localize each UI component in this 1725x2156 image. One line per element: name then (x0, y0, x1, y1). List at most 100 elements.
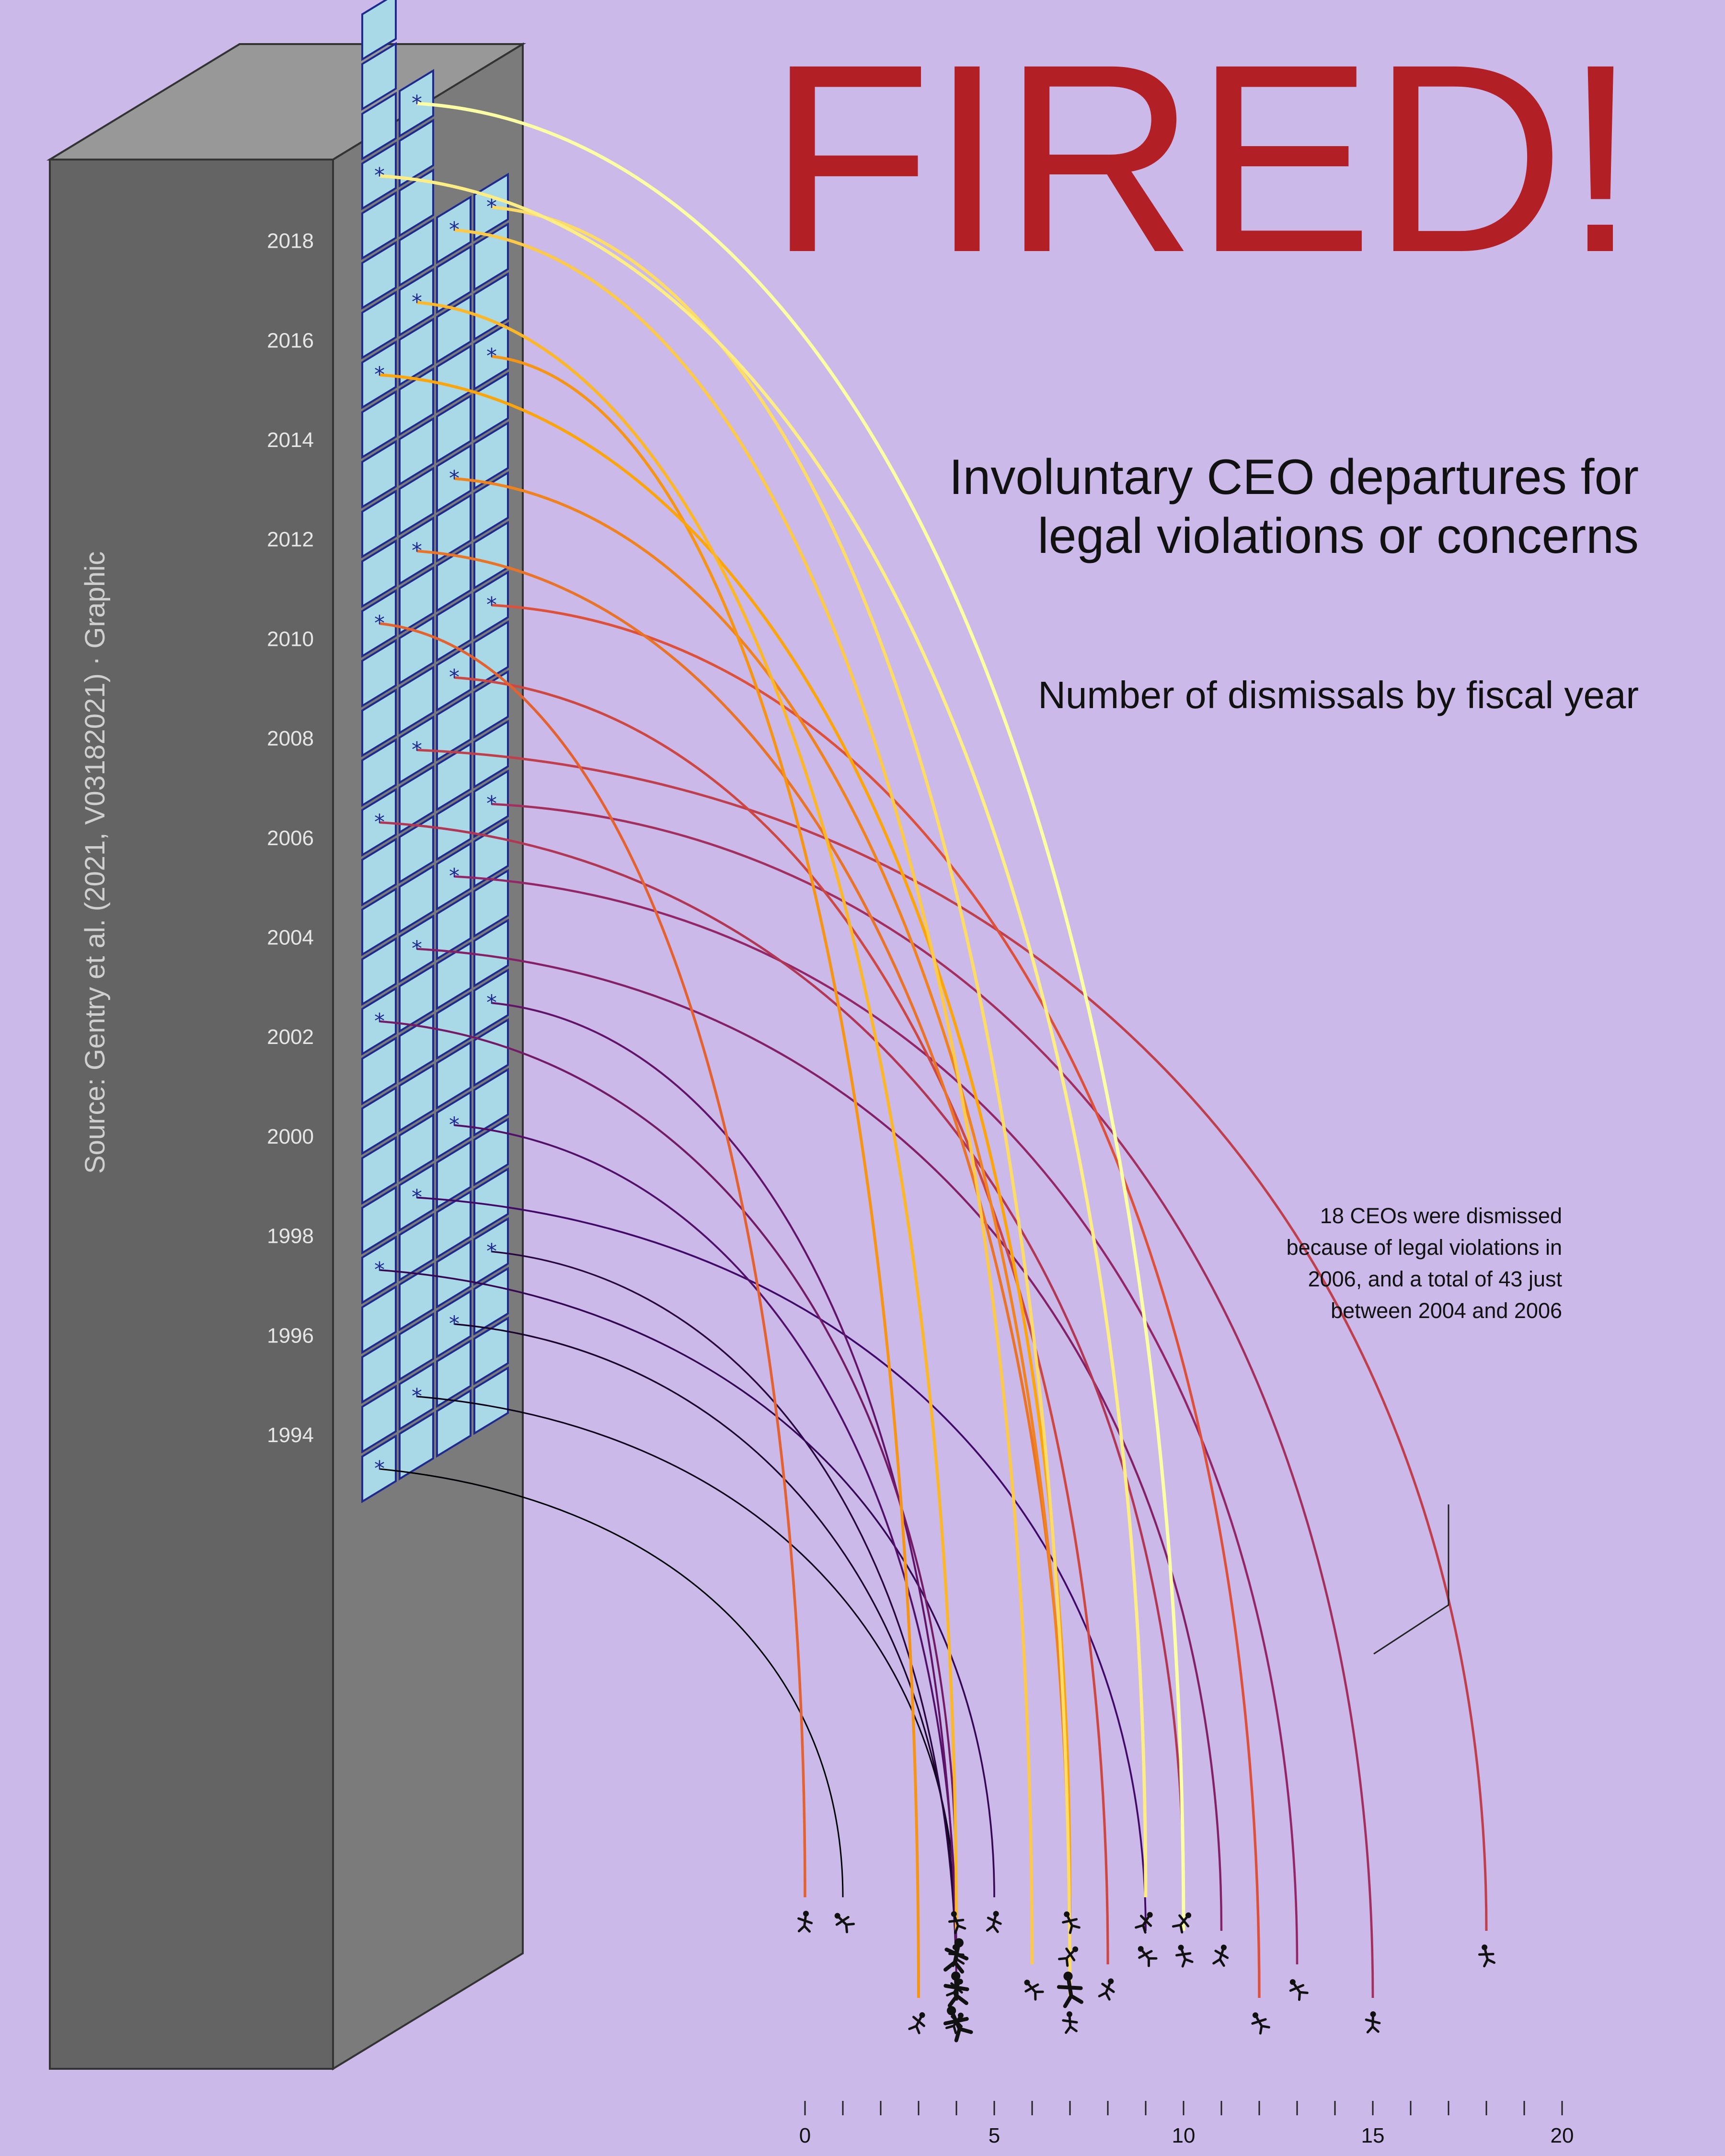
building-window (399, 665, 434, 735)
building-year-tick: 2002 (267, 1025, 314, 1049)
building-window (473, 321, 509, 391)
arc-1999 (454, 1124, 957, 1965)
falling-ceo-icon (943, 1971, 969, 2007)
building-window (436, 941, 472, 1010)
building-window (361, 141, 397, 210)
arc-2002 (416, 948, 1223, 1931)
building-window (361, 1136, 397, 1205)
building-window (473, 222, 509, 291)
ceo-body (1058, 1947, 1076, 1967)
building-year-tick: 2010 (267, 627, 314, 651)
window-marker: * (486, 1239, 497, 1263)
ceo-body (1135, 1915, 1152, 1934)
building-window (399, 765, 434, 834)
window-marker: * (449, 665, 460, 689)
building-window (436, 892, 472, 961)
building-window (473, 1167, 509, 1237)
window-marker: * (449, 218, 460, 242)
building-window (399, 814, 434, 884)
x-tick-label: 20 (1551, 2124, 1574, 2147)
building-window (399, 417, 434, 486)
building-window (361, 639, 397, 708)
window-marker: * (486, 344, 497, 368)
building-window (399, 218, 434, 287)
ceo-body (1024, 1983, 1044, 2001)
window-marker: * (374, 1009, 385, 1033)
window-marker: * (486, 791, 497, 816)
ceo-body (945, 2015, 963, 2034)
building-window (361, 340, 397, 409)
arc-1996 (491, 1250, 957, 1998)
building-window (361, 1185, 397, 1255)
falling-ceo-icon (943, 1938, 969, 1974)
building-window (361, 439, 397, 509)
building-window (399, 118, 434, 188)
ceo-body (1098, 1983, 1115, 2001)
window-marker: * (486, 990, 497, 1015)
falling-ceo-icon (1251, 2012, 1270, 2035)
ceo-head (954, 1938, 964, 1948)
building-window (361, 589, 397, 658)
window-marker: * (449, 864, 460, 888)
building-year-tick: 2012 (267, 528, 314, 551)
arc-2017 (379, 174, 1148, 1898)
ceo-body (943, 1979, 969, 2007)
building-window (436, 1239, 472, 1309)
ceo-body (1057, 1979, 1083, 2008)
arc-2005 (379, 821, 1185, 1898)
window-marker: * (412, 937, 422, 961)
chart-subtitle-line-1: Involuntary CEO departures for (949, 449, 1639, 505)
building-window (399, 1411, 434, 1481)
building-window (399, 367, 434, 436)
building-window (436, 195, 472, 264)
falling-ceo-icon (1057, 1972, 1083, 2008)
window-marker: * (449, 1112, 460, 1137)
building-front (49, 159, 334, 2070)
building-year-tick: 2016 (267, 329, 314, 352)
arc-2003 (454, 875, 1299, 1965)
building-window (473, 371, 509, 441)
falling-ceo-icon (1365, 2011, 1381, 2034)
window-grid (361, 0, 509, 1503)
window-marker: * (412, 539, 422, 563)
building-window (361, 390, 397, 459)
falling-ceo-icon (1289, 1979, 1309, 2001)
building-window (473, 670, 509, 739)
building-window (399, 566, 434, 635)
building-window (473, 1117, 509, 1187)
ceo-body (943, 1945, 969, 1974)
building-window (361, 489, 397, 559)
annotation-pointer (1373, 1504, 1449, 1655)
arc-2007 (454, 676, 1109, 1965)
falling-ceo-icon (1478, 1944, 1495, 1968)
ceo-head (993, 1911, 999, 1917)
arc-2016 (491, 206, 1072, 1998)
building-window (361, 1335, 397, 1404)
building-window (361, 1385, 397, 1454)
building-window (436, 593, 472, 662)
ceo-head (946, 2006, 956, 2016)
ceo-head (803, 1911, 809, 1917)
building-window (473, 471, 509, 540)
ceo-head (951, 1911, 957, 1917)
chart-subtitle-line-2: legal violations or concerns (1037, 508, 1639, 564)
ceo-body (797, 1915, 813, 1933)
building-window (361, 92, 397, 161)
ceo-body (1175, 1949, 1194, 1968)
building-window (473, 918, 509, 988)
falling-ceo-icon (945, 2012, 964, 2034)
arc-2001 (379, 1020, 958, 1898)
ceo-body (908, 2016, 925, 2034)
building-window (361, 42, 397, 111)
building-window (361, 1235, 397, 1305)
building-window (436, 1190, 472, 1259)
building-window (361, 1036, 397, 1106)
ceo-body (1212, 1949, 1229, 1967)
falling-ceo-icon (1098, 1978, 1115, 2001)
building-window (399, 1312, 434, 1381)
ceo-body (1138, 1950, 1158, 1967)
building-window (399, 1262, 434, 1331)
ceo-head (1178, 1944, 1184, 1950)
building-window (361, 539, 397, 608)
